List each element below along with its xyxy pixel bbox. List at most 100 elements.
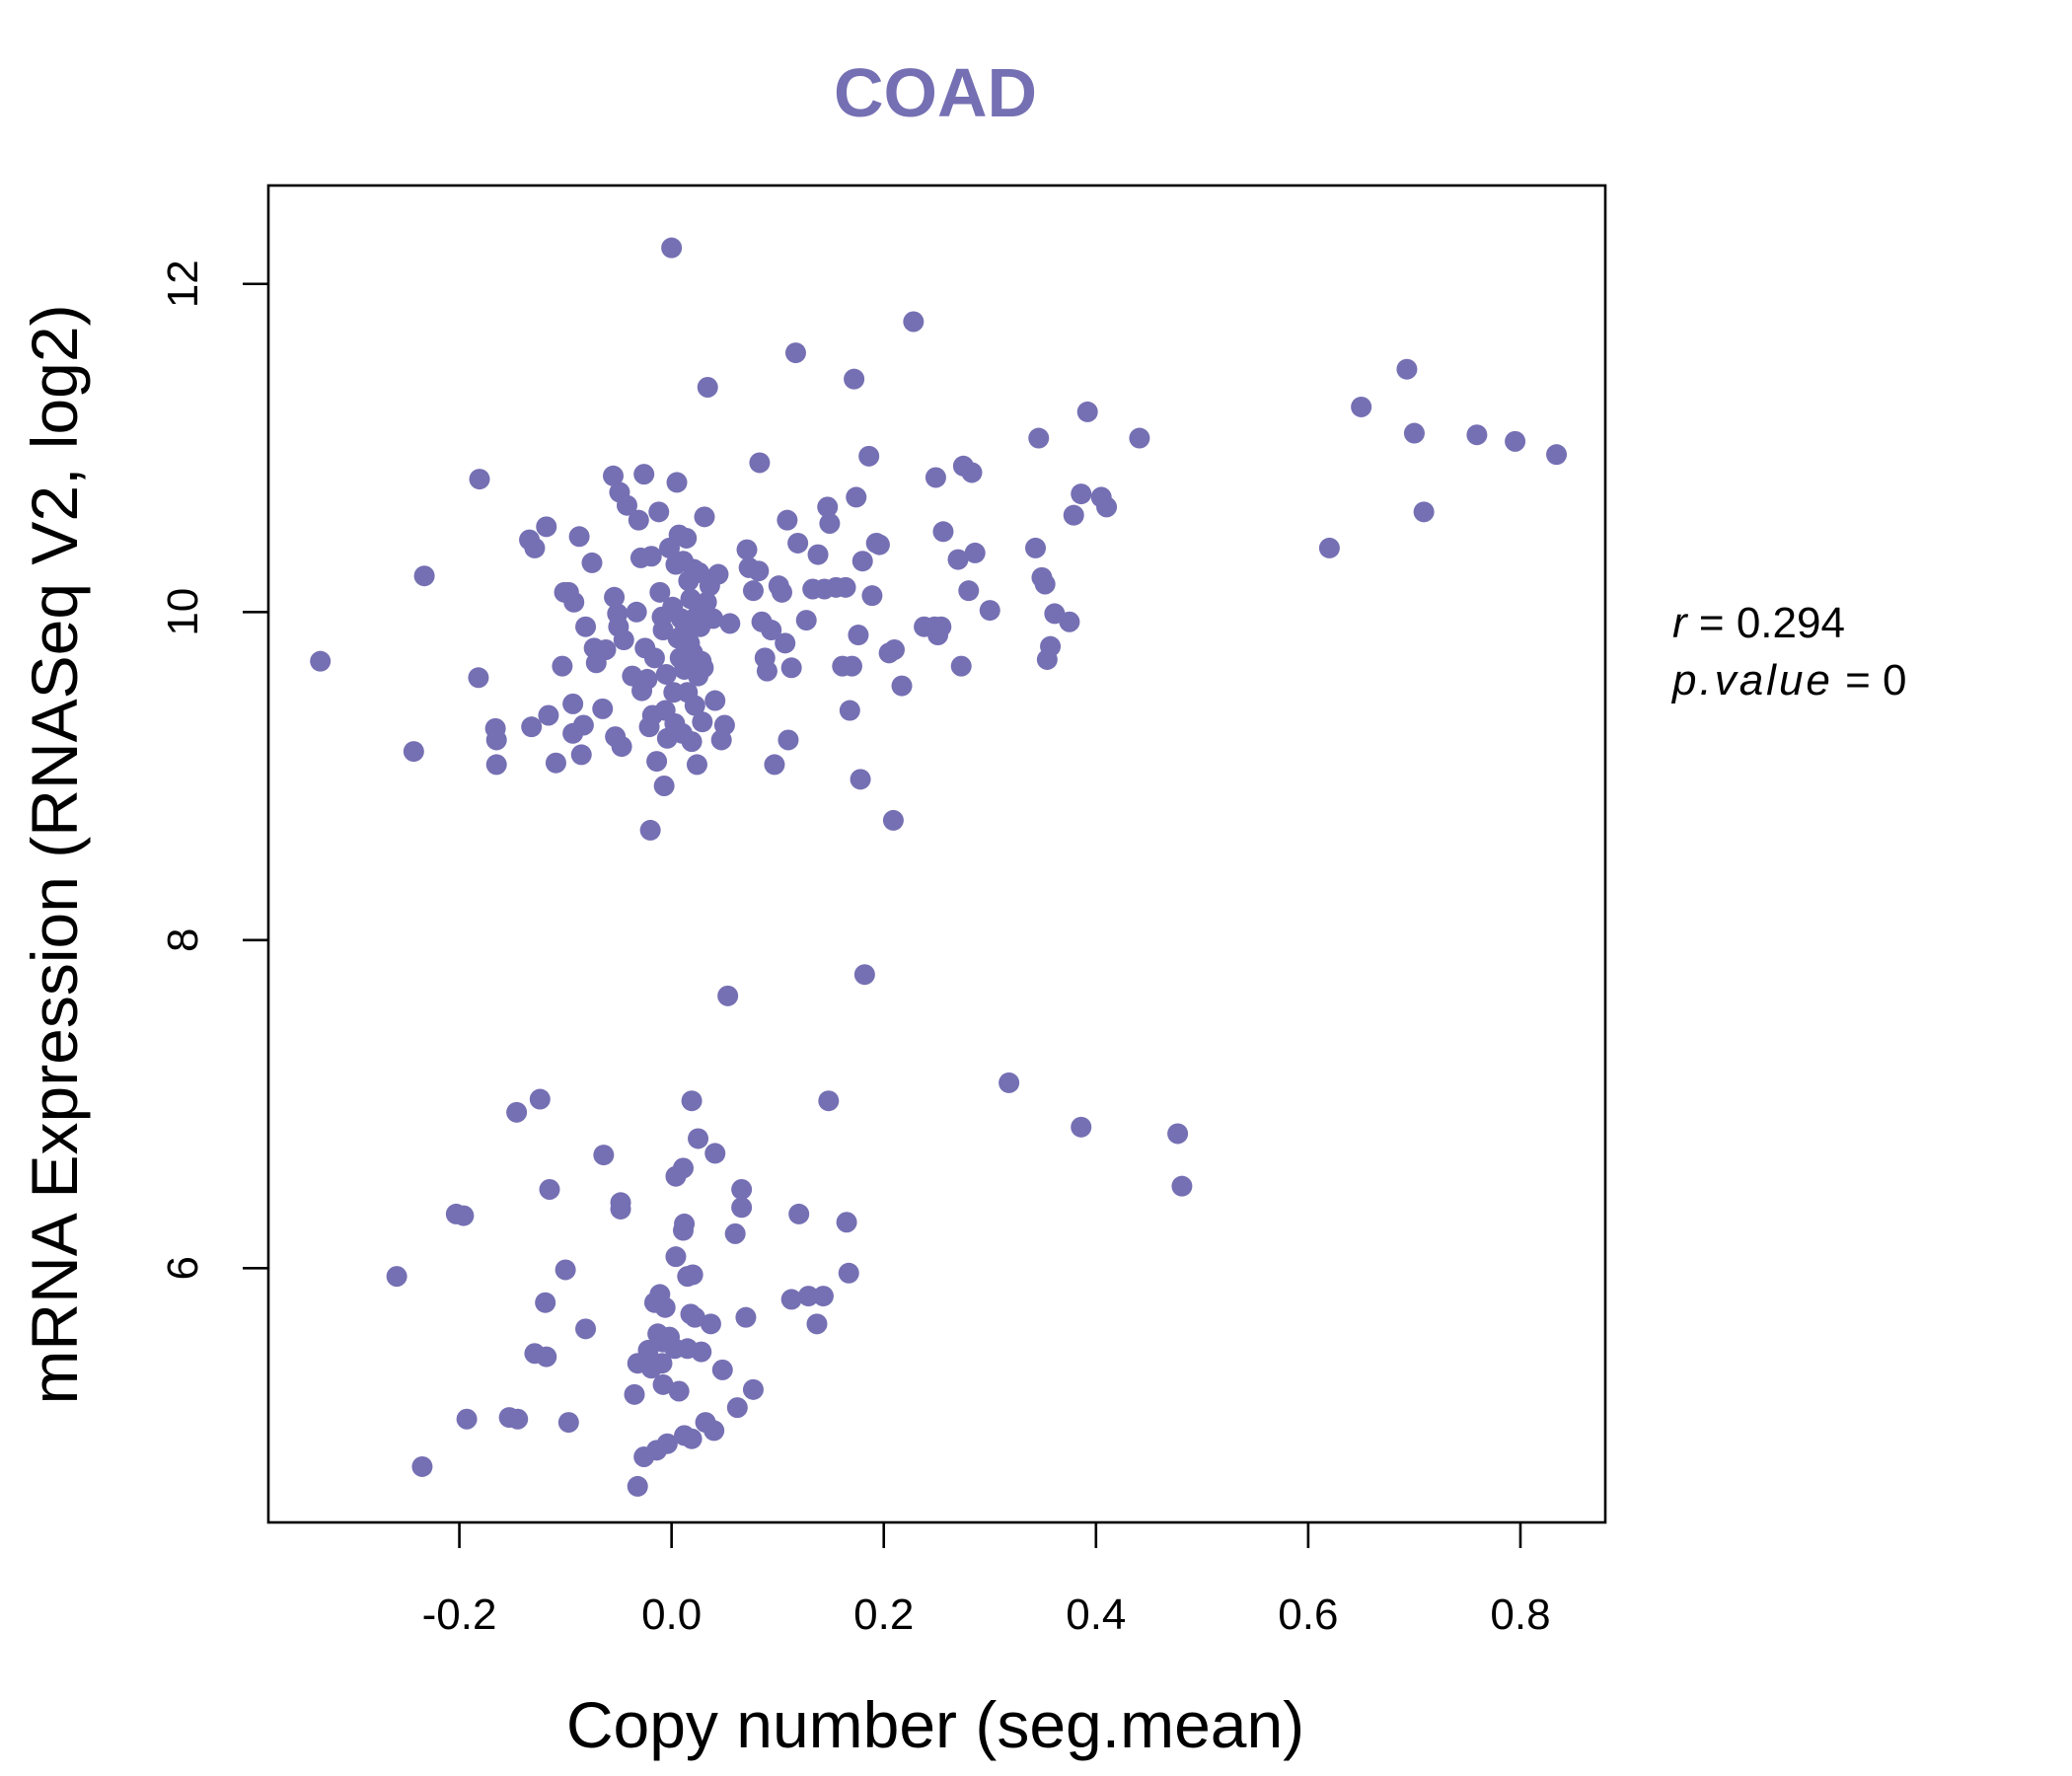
x-tick-label: 0.4 — [1066, 1591, 1126, 1639]
x-axis-title: Copy number (seg.mean) — [566, 1688, 1304, 1761]
data-point — [713, 714, 735, 736]
data-point — [651, 1353, 673, 1374]
data-point — [979, 600, 1000, 622]
data-point — [535, 1292, 556, 1313]
data-point — [784, 342, 806, 364]
data-point — [611, 736, 632, 758]
data-point — [925, 467, 946, 488]
data-point — [742, 1378, 764, 1400]
data-point — [797, 1286, 819, 1307]
data-point — [703, 608, 724, 629]
x-axis: -0.2 0.0 0.2 0.4 0.6 0.8 — [422, 1522, 1551, 1639]
data-point — [469, 469, 490, 490]
data-point — [717, 985, 739, 1006]
data-point — [654, 1296, 676, 1318]
data-point — [552, 655, 573, 677]
data-point — [958, 580, 980, 602]
data-point — [524, 537, 546, 558]
data-point — [603, 465, 625, 486]
data-point — [456, 1408, 478, 1430]
data-point — [846, 486, 867, 508]
data-point — [581, 552, 603, 573]
data-point — [806, 1313, 828, 1335]
data-point — [693, 657, 714, 679]
data-point — [555, 1259, 576, 1281]
data-point — [703, 1420, 725, 1442]
data-point — [413, 565, 435, 587]
data-point — [1129, 427, 1150, 449]
x-tick-label: 0.8 — [1490, 1591, 1550, 1639]
data-point — [592, 698, 614, 719]
data-point — [711, 1359, 733, 1380]
data-point — [628, 509, 649, 531]
data-point — [636, 668, 658, 690]
data-point — [1403, 422, 1425, 444]
y-tick-label: 10 — [159, 588, 207, 636]
data-point — [700, 1313, 721, 1335]
data-point — [1546, 444, 1568, 466]
data-point — [570, 744, 592, 766]
data-point — [764, 754, 785, 776]
data-point — [932, 521, 954, 543]
data-point — [681, 1090, 703, 1112]
data-point — [950, 655, 972, 677]
data-point — [536, 516, 557, 538]
data-point — [807, 544, 829, 565]
y-tick-label: 6 — [159, 1256, 207, 1280]
data-point — [684, 695, 705, 716]
r-equals-sign: = — [1699, 599, 1737, 647]
data-point — [633, 1445, 655, 1467]
data-point — [795, 610, 817, 631]
y-axis-title: mRNA Expression (RNASeq V2, log2) — [18, 304, 91, 1404]
data-point — [861, 585, 883, 607]
data-point — [595, 639, 617, 661]
data-point — [749, 452, 771, 474]
data-point — [538, 704, 559, 726]
x-tick-label: 0.6 — [1278, 1591, 1338, 1639]
data-point — [780, 1289, 802, 1310]
data-point — [633, 464, 655, 485]
data-point — [655, 663, 677, 685]
plot-frame — [266, 184, 1607, 1524]
data-point — [485, 754, 507, 776]
data-point — [468, 667, 489, 689]
data-point — [676, 527, 698, 549]
data-point — [818, 1090, 840, 1112]
y-axis: 6 8 10 12 — [159, 259, 268, 1281]
data-point — [411, 1455, 433, 1477]
data-point — [882, 809, 904, 831]
data-point — [777, 509, 798, 531]
data-point — [539, 1178, 560, 1200]
data-point — [626, 601, 647, 623]
data-point — [668, 1380, 690, 1402]
data-point — [665, 1246, 687, 1268]
data-point — [999, 1072, 1020, 1093]
data-point — [851, 551, 873, 572]
data-point — [1413, 501, 1435, 523]
chart-title: COAD — [834, 54, 1037, 131]
p-equals-sign: = — [1845, 656, 1883, 704]
data-point — [961, 462, 983, 483]
p-value-value: 0 — [1883, 656, 1906, 704]
data-point — [868, 534, 890, 555]
data-point — [653, 776, 675, 797]
data-point — [688, 1128, 709, 1149]
data-point — [731, 1197, 753, 1219]
data-point — [742, 580, 764, 602]
data-point — [1396, 358, 1418, 380]
data-point — [646, 751, 668, 773]
data-point — [735, 1306, 757, 1328]
data-point — [1071, 1116, 1092, 1138]
data-point — [1034, 573, 1056, 595]
x-tick-label: 0.2 — [853, 1591, 914, 1639]
data-point — [858, 445, 880, 467]
data-point — [686, 754, 707, 776]
data-point — [947, 549, 969, 570]
x-tick-label: 0.0 — [641, 1591, 702, 1639]
data-point — [891, 675, 913, 697]
x-tick-label: -0.2 — [422, 1591, 497, 1639]
correlation-annotation: r = 0.294 — [1672, 599, 1845, 647]
data-point — [1096, 496, 1118, 518]
data-point — [841, 655, 862, 677]
